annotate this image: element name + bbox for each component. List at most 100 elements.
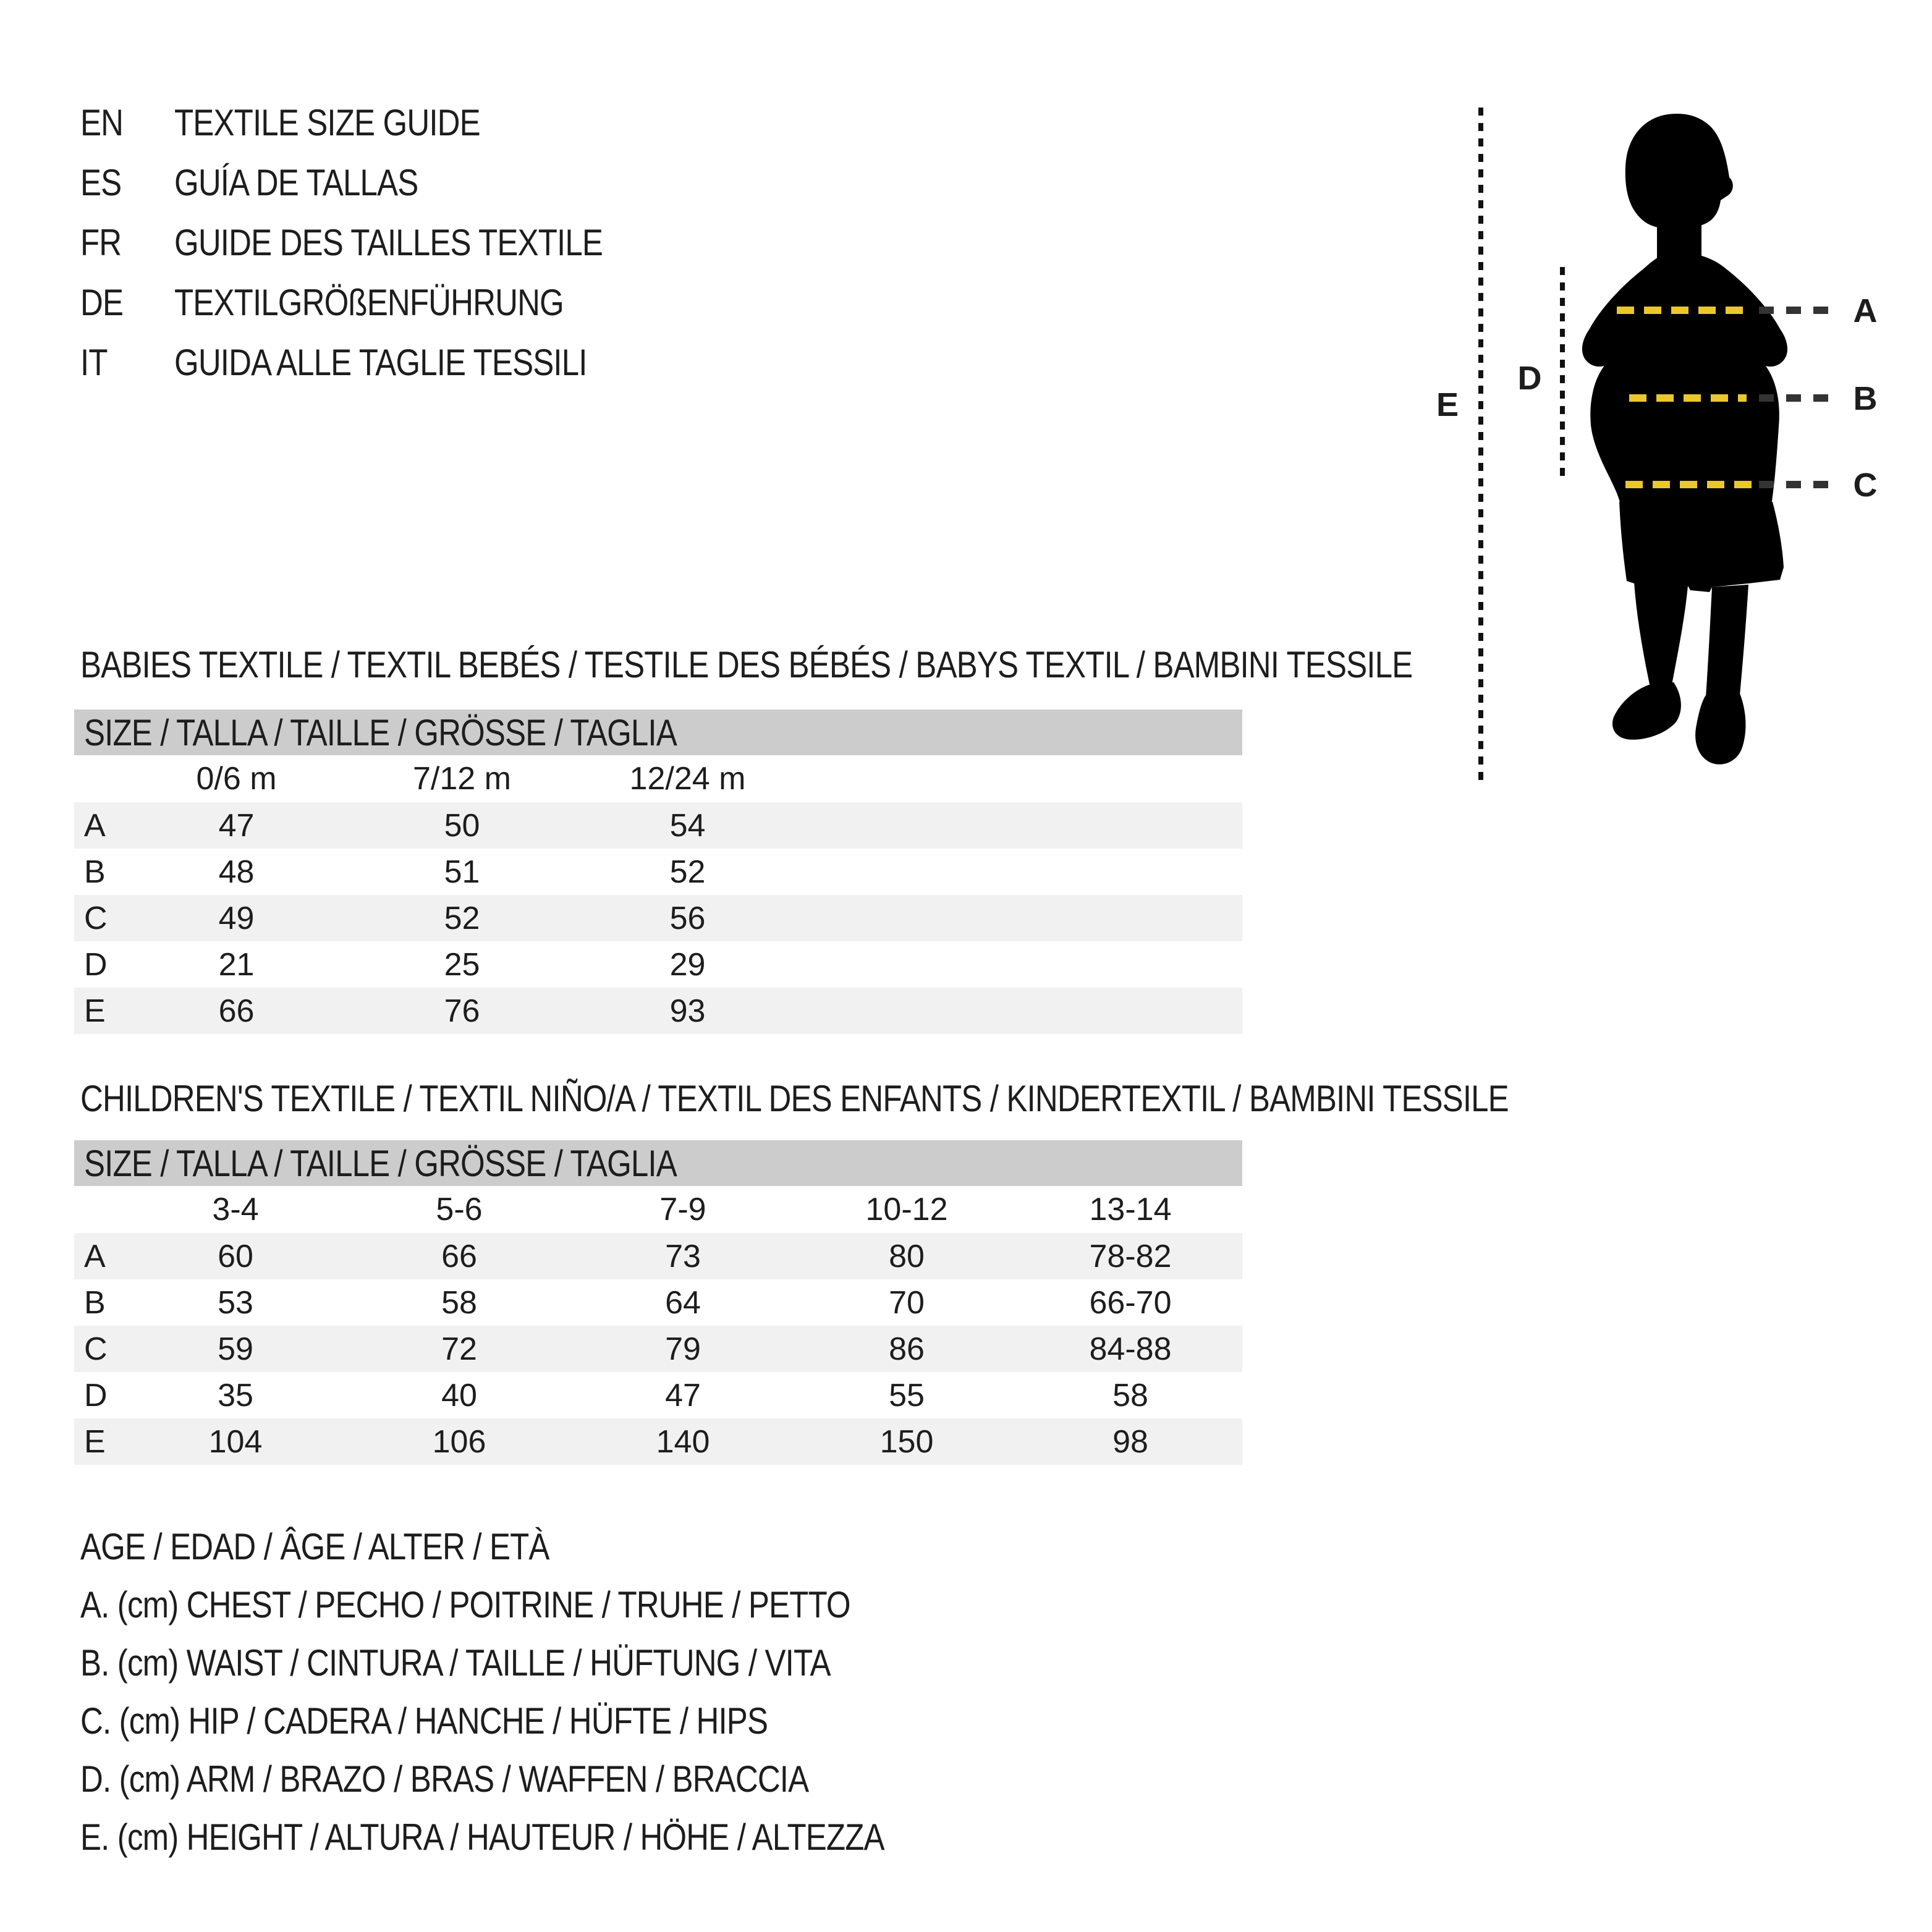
row-label: E (84, 1423, 106, 1460)
row-label: B (84, 1284, 106, 1321)
table-cell: 48 (218, 854, 255, 890)
child-silhouette (1582, 114, 1788, 765)
silhouette-shirt (1582, 252, 1788, 506)
column-header: 7/12 m (413, 761, 511, 797)
column-header: 10-12 (865, 1192, 948, 1227)
table-cell: 72 (441, 1331, 477, 1367)
silhouette-right-shoe (1695, 693, 1746, 765)
babies-section-title-text: BABIES TEXTILE / TEXTIL BEBÉS / TESTILE … (80, 643, 1413, 685)
silhouette-left-shoe (1612, 682, 1681, 740)
table-cell: 73 (665, 1238, 701, 1274)
table-cell: 150 (879, 1423, 934, 1460)
language-title: GUIDE DES TAILLES TEXTILE (174, 222, 603, 263)
language-row: EN TEXTILE SIZE GUIDE (80, 93, 678, 153)
legend-line: AGE / EDAD / ÂGE / ALTER / ETÀ (80, 1517, 1026, 1575)
language-row: FR GUIDE DES TAILLES TEXTILE (80, 213, 678, 273)
size-header-text: SIZE / TALLA / TAILLE / GRÖSSE / TAGLIA (84, 711, 677, 753)
legend-line: E. (cm) HEIGHT / ALTURA / HAUTEUR / HÖHE… (80, 1808, 1026, 1866)
language-row: ES GUÍA DE TALLAS (80, 153, 678, 213)
table-cell: 78-82 (1089, 1238, 1172, 1274)
column-header: 13-14 (1089, 1192, 1172, 1227)
legend-line: C. (cm) HIP / CADERA / HANCHE / HÜFTE / … (80, 1692, 1026, 1750)
children-section-title-text: CHILDREN'S TEXTILE / TEXTIL NIÑO/A / TEX… (80, 1077, 1509, 1119)
babies-column-header-row: 0/6 m 7/12 m 12/24 m (74, 755, 1242, 802)
table-row: D 35 40 47 55 58 (74, 1372, 1242, 1418)
table-cell: 55 (889, 1377, 925, 1413)
table-cell: 53 (218, 1284, 253, 1321)
legend-line-text: B. (cm) WAIST / CINTURA / TAILLE / HÜFTU… (80, 1642, 831, 1684)
children-size-table: SIZE / TALLA / TAILLE / GRÖSSE / TAGLIA … (74, 1140, 1242, 1465)
hip-label: C (1854, 467, 1878, 504)
table-row: B 53 58 64 70 66-70 (74, 1279, 1242, 1326)
size-header-text: SIZE / TALLA / TAILLE / GRÖSSE / TAGLIA (84, 1142, 677, 1184)
chest-label: A (1854, 292, 1878, 329)
table-cell: 40 (441, 1377, 477, 1413)
silhouette-right-leg (1706, 585, 1748, 697)
table-cell: 79 (665, 1331, 701, 1367)
table-row: A 60 66 73 80 78-82 (74, 1233, 1242, 1279)
language-title: GUÍA DE TALLAS (174, 162, 418, 203)
table-cell: 35 (218, 1377, 253, 1413)
table-cell: 70 (889, 1284, 925, 1321)
column-header: 3-4 (212, 1192, 259, 1227)
table-row: B 48 51 52 (74, 849, 1242, 895)
babies-size-header-band: SIZE / TALLA / TAILLE / GRÖSSE / TAGLIA (74, 710, 1242, 755)
row-label: B (84, 854, 106, 890)
table-cell: 66 (218, 993, 255, 1029)
column-header: 7-9 (659, 1192, 706, 1227)
language-code: FR (80, 222, 122, 263)
legend-line-text: E. (cm) HEIGHT / ALTURA / HAUTEUR / HÖHE… (80, 1816, 885, 1858)
table-cell: 66 (441, 1238, 477, 1274)
language-code: IT (80, 342, 108, 383)
column-header: 0/6 m (196, 761, 277, 797)
table-row: A 47 50 54 (74, 802, 1242, 849)
table-cell: 58 (441, 1284, 477, 1321)
row-label: C (84, 1331, 108, 1367)
table-cell: 51 (444, 854, 480, 890)
column-header: 12/24 m (629, 761, 746, 797)
silhouette-shorts (1619, 502, 1784, 592)
silhouette-head (1625, 114, 1733, 230)
table-row: C 49 52 56 (74, 895, 1242, 941)
table-cell: 29 (669, 946, 706, 983)
row-label: D (84, 1377, 108, 1413)
measurement-figure: A B C D E (1436, 108, 1878, 782)
table-row: C 59 72 79 86 84-88 (74, 1326, 1242, 1372)
measurement-legend: AGE / EDAD / ÂGE / ALTER / ETÀ A. (cm) C… (80, 1517, 1026, 1866)
table-cell: 56 (669, 900, 706, 936)
table-cell: 93 (669, 993, 706, 1029)
table-row: E 104 106 140 150 98 (74, 1418, 1242, 1465)
table-cell: 47 (218, 807, 255, 844)
language-title: GUIDA ALLE TAGLIE TESSILI (174, 342, 587, 383)
babies-size-table: SIZE / TALLA / TAILLE / GRÖSSE / TAGLIA … (74, 710, 1242, 1034)
legend-line: B. (cm) WAIST / CINTURA / TAILLE / HÜFTU… (80, 1633, 1026, 1692)
babies-section-title: BABIES TEXTILE / TEXTIL BEBÉS / TESTILE … (80, 643, 1648, 686)
row-label: A (84, 807, 106, 844)
legend-line-text: AGE / EDAD / ÂGE / ALTER / ETÀ (80, 1525, 549, 1567)
language-header: EN TEXTILE SIZE GUIDE ES GUÍA DE TALLAS … (80, 93, 678, 392)
language-row: DE TEXTILGRÖßENFÜHRUNG (80, 273, 678, 333)
language-row: IT GUIDA ALLE TAGLIE TESSILI (80, 333, 678, 392)
table-cell: 50 (444, 807, 480, 844)
legend-line-text: A. (cm) CHEST / PECHO / POITRINE / TRUHE… (80, 1583, 851, 1625)
arm-label: D (1518, 360, 1542, 397)
table-cell: 52 (669, 854, 706, 890)
children-size-header-band: SIZE / TALLA / TAILLE / GRÖSSE / TAGLIA (74, 1140, 1242, 1186)
table-cell: 106 (432, 1423, 486, 1460)
height-label: E (1436, 386, 1459, 423)
row-label: E (84, 993, 106, 1029)
language-code: DE (80, 282, 124, 323)
table-cell: 104 (208, 1423, 263, 1460)
waist-label: B (1854, 380, 1878, 417)
table-row: E 66 76 93 (74, 988, 1242, 1034)
silhouette-left-leg (1634, 582, 1688, 687)
children-section-title: CHILDREN'S TEXTILE / TEXTIL NIÑO/A / TEX… (80, 1077, 1761, 1120)
language-title: TEXTILGRÖßENFÜHRUNG (174, 282, 564, 323)
table-cell: 47 (665, 1377, 701, 1413)
legend-line-text: D. (cm) ARM / BRAZO / BRAS / WAFFEN / BR… (80, 1758, 809, 1800)
table-row: D 21 25 29 (74, 941, 1242, 988)
table-cell: 140 (656, 1423, 710, 1460)
row-label: D (84, 946, 108, 983)
table-cell: 98 (1112, 1423, 1148, 1460)
